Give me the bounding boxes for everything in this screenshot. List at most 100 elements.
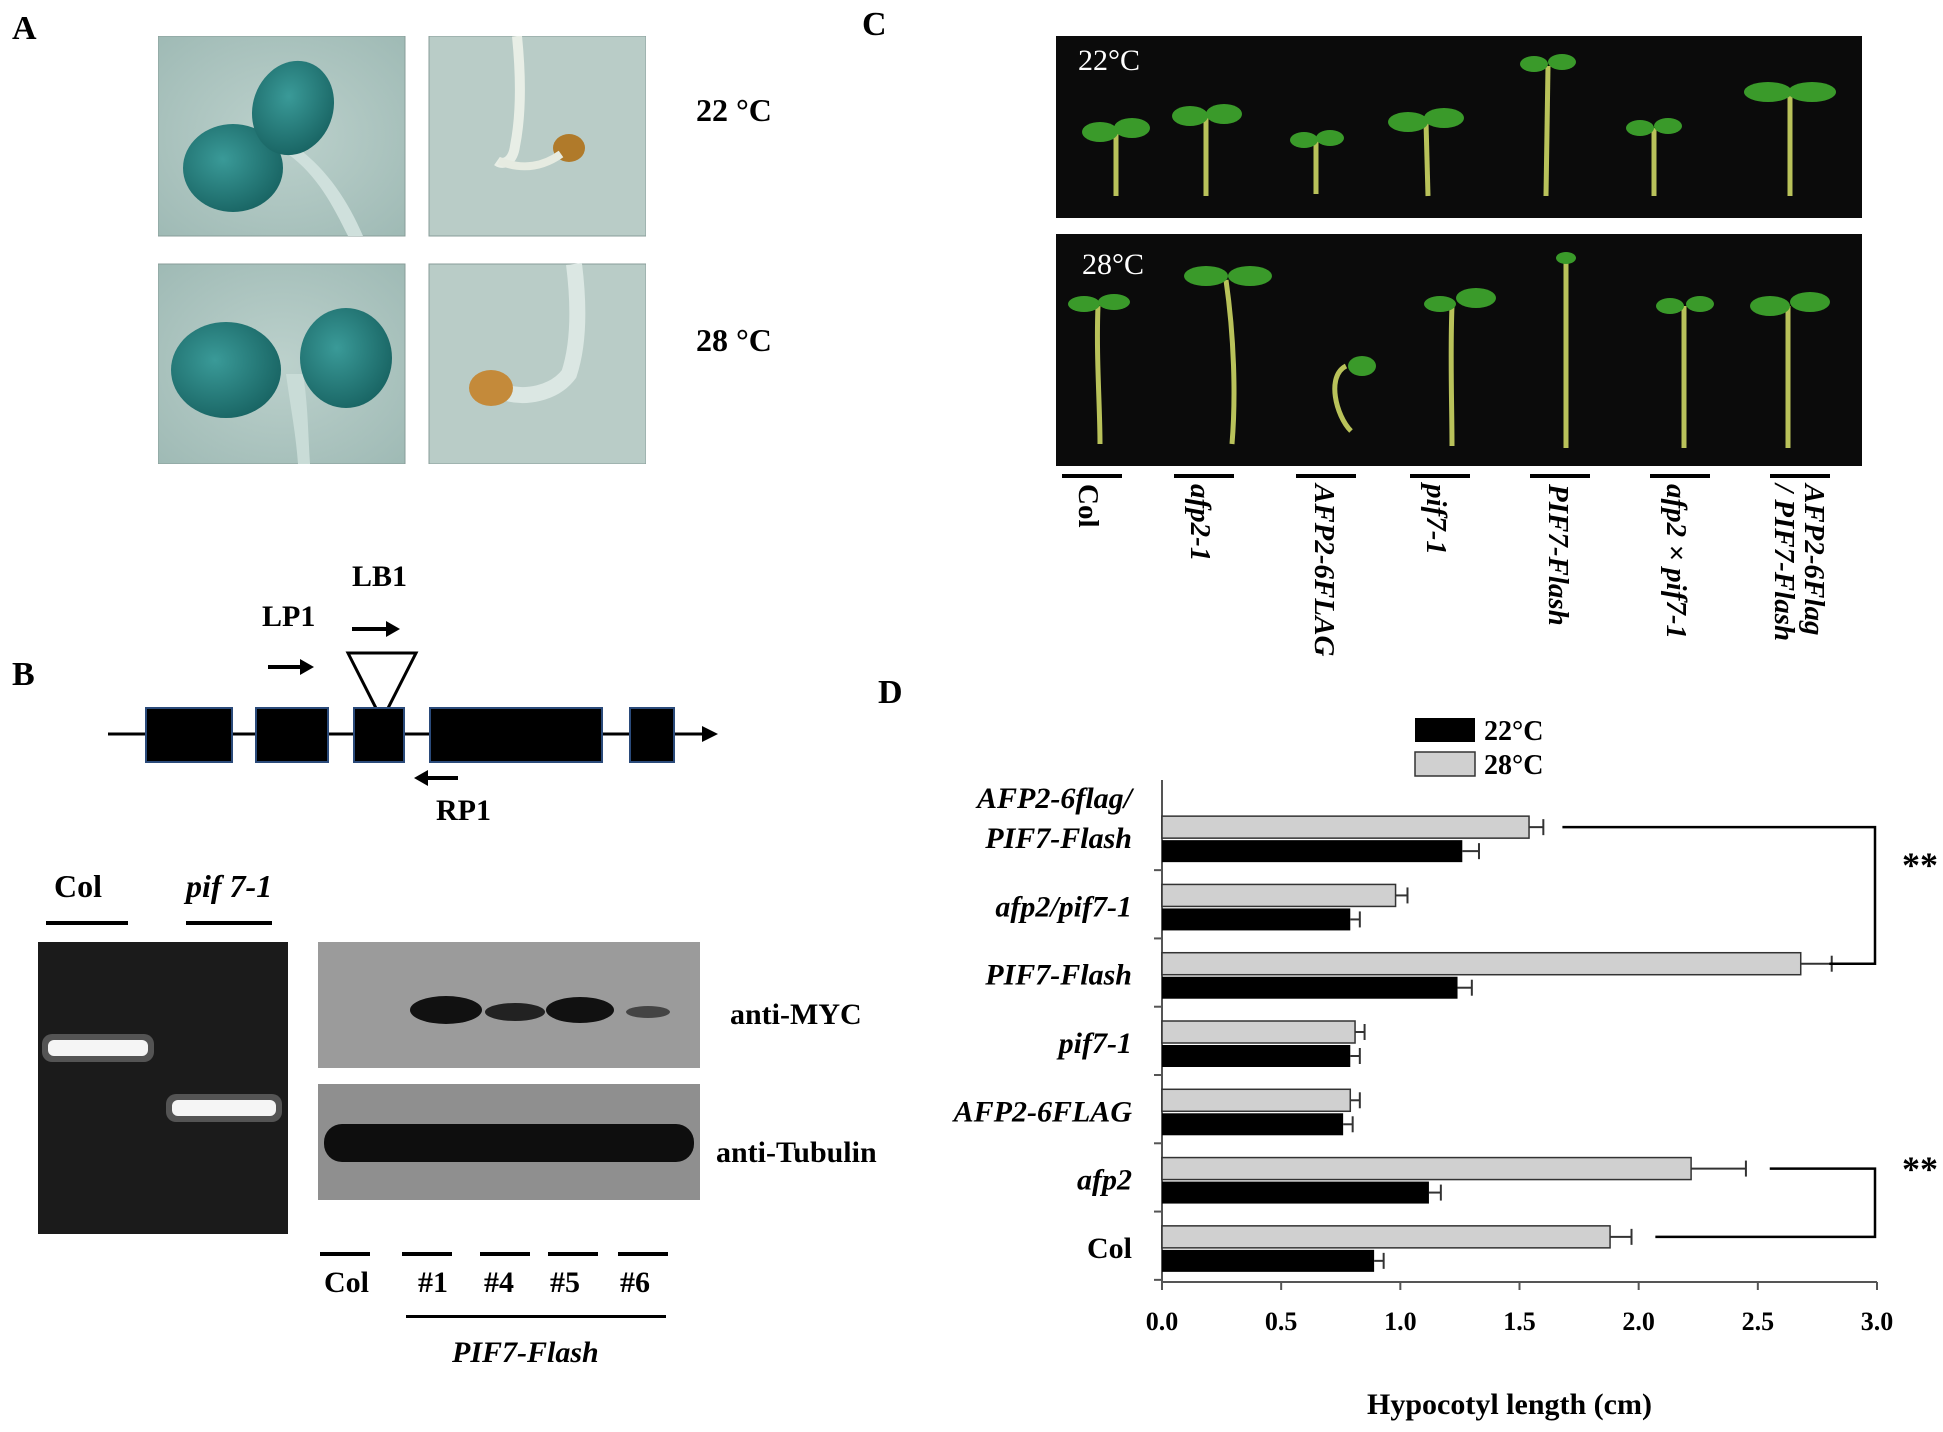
x-tick-label: 1.5 [1503, 1307, 1536, 1336]
primer-lp1: LP1 [262, 600, 316, 633]
panel-a-label-22: 22 °C [696, 92, 772, 128]
hypocotyl-bar-chart: 0.0 0.5 1.0 1.5 2.0 2.5 3.0 Hypocotyl length (c… [952, 716, 1894, 1421]
bar-22c [1162, 1181, 1429, 1204]
x-tick-label: 0.5 [1265, 1307, 1298, 1336]
anti-myc-blot [318, 942, 700, 1068]
exon [353, 707, 405, 763]
image-22-cotyledon [158, 36, 406, 237]
category-label: afp2 [1077, 1164, 1132, 1197]
gus-staining-images [158, 36, 646, 464]
bar-22c [1162, 908, 1351, 931]
exon [629, 707, 675, 763]
gel-lane-pif7: pif 7-1 [186, 868, 273, 904]
image-28-root [428, 263, 646, 464]
bar-28c [1161, 1225, 1611, 1249]
panel-d-letter: D [878, 674, 903, 711]
legend-swatch-22c [1415, 718, 1475, 742]
x-tick-label: 3.0 [1861, 1307, 1894, 1336]
genotype-bar [1296, 474, 1356, 478]
legend-label-28c: 28°C [1484, 750, 1543, 781]
gel-lane-col: Col [54, 868, 102, 904]
blot-lane-5: #5 [550, 1266, 580, 1299]
gene-arrow-icon [702, 726, 718, 742]
bar-28c [1161, 951, 1802, 976]
exon [255, 707, 329, 763]
primer-rp1: RP1 [436, 794, 491, 827]
lane-bar [46, 921, 128, 925]
image-22-root [428, 36, 646, 237]
significance-mark-top: ** [1902, 845, 1938, 885]
x-tick-label: 1.0 [1384, 1307, 1417, 1336]
genotype-afp2-1: afp2-1 [1184, 484, 1216, 562]
lane-bar [320, 1252, 370, 1256]
legend-label-22c: 22°C [1484, 716, 1543, 747]
genotype-bar [1410, 474, 1470, 478]
pcr-gel-image [38, 942, 288, 1234]
blot-lane-1: #1 [418, 1266, 448, 1299]
genotype-afp2-6flag: AFP2-6FLAG [1308, 484, 1340, 657]
genotype-bar [1174, 474, 1234, 478]
category-label: AFP2-6FLAG [952, 1095, 1133, 1128]
genotype-afp2-x-pif7: afp2 × pif7-1 [1660, 484, 1692, 640]
bar-28c [1161, 1088, 1352, 1113]
blot-label-myc: anti-MYC [730, 998, 862, 1031]
group-label-pif7-flash: PIF7-Flash [452, 1336, 599, 1369]
genotype-afp2-6flag-line2: / PIF7-Flash [1768, 484, 1800, 642]
lane-bar [480, 1252, 530, 1256]
panel-c-label-22: 22°C [1078, 44, 1141, 77]
panel-b-letter: B [12, 656, 35, 693]
panel-a-label-28: 28 °C [696, 322, 772, 358]
significance-bracket-bottom [1655, 1167, 1877, 1239]
lp1-arrow-icon [268, 659, 314, 675]
x-axis-label: Hypocotyl length (cm) [1367, 1388, 1652, 1421]
genotype-col: Col [1072, 484, 1104, 528]
tdna-insertion-triangle [345, 651, 419, 724]
bar-28c [1161, 883, 1397, 908]
lane-bar [548, 1252, 598, 1256]
primer-lb1: LB1 [352, 560, 408, 593]
blot-lane-4: #4 [484, 1266, 514, 1299]
x-tick-label: 0.0 [1146, 1307, 1179, 1336]
category-label: afp2/pif7-1 [995, 890, 1132, 923]
bar-22c [1162, 840, 1463, 863]
genotype-bar [1650, 474, 1710, 478]
bar-28c [1161, 1156, 1692, 1181]
anti-tubulin-blot [318, 1084, 700, 1200]
blot-label-tubulin: anti-Tubulin [716, 1136, 877, 1169]
panel-a-letter: A [12, 10, 37, 47]
lb1-arrow-icon [352, 621, 400, 637]
panel-c-letter: C [862, 6, 887, 43]
seedling-photos [1056, 36, 1862, 466]
genotype-pif7-1: pif7-1 [1420, 484, 1452, 555]
category-label: PIF7-Flash [984, 959, 1132, 992]
bar-22c [1162, 976, 1458, 999]
lane-bar [402, 1252, 452, 1256]
bar-28c [1161, 1020, 1356, 1044]
blot-lane-col: Col [324, 1266, 369, 1299]
lane-bar [618, 1252, 668, 1256]
image-28-cotyledon [158, 263, 406, 464]
x-tick-label: 2.0 [1622, 1307, 1655, 1336]
category-label: AFP2-6flag/ [975, 782, 1135, 815]
genotype-pif7-flash: PIF7-Flash [1542, 484, 1574, 626]
genotype-bar [1530, 474, 1590, 478]
gene-structure-diagram [108, 621, 718, 786]
bar-22c [1162, 1045, 1351, 1067]
legend-swatch-28c [1414, 751, 1476, 777]
significance-bracket-top [1562, 825, 1877, 965]
genotype-bar [1062, 474, 1122, 478]
exon [145, 707, 233, 763]
category-label: pif7-1 [1056, 1027, 1132, 1060]
genotype-afp2-6flag-line1: AFP2-6Flag [1798, 484, 1830, 636]
category-label: Col [1087, 1232, 1132, 1265]
lane-bar [186, 921, 272, 925]
bar-28c [1161, 815, 1530, 839]
significance-mark-bottom: ** [1902, 1149, 1938, 1189]
blot-lane-6: #6 [620, 1266, 650, 1299]
bar-22c [1162, 1249, 1375, 1272]
category-label: PIF7-Flash [984, 822, 1132, 855]
x-tick-label: 2.5 [1742, 1307, 1775, 1336]
genotype-bar [1770, 474, 1830, 478]
exon [429, 707, 603, 763]
